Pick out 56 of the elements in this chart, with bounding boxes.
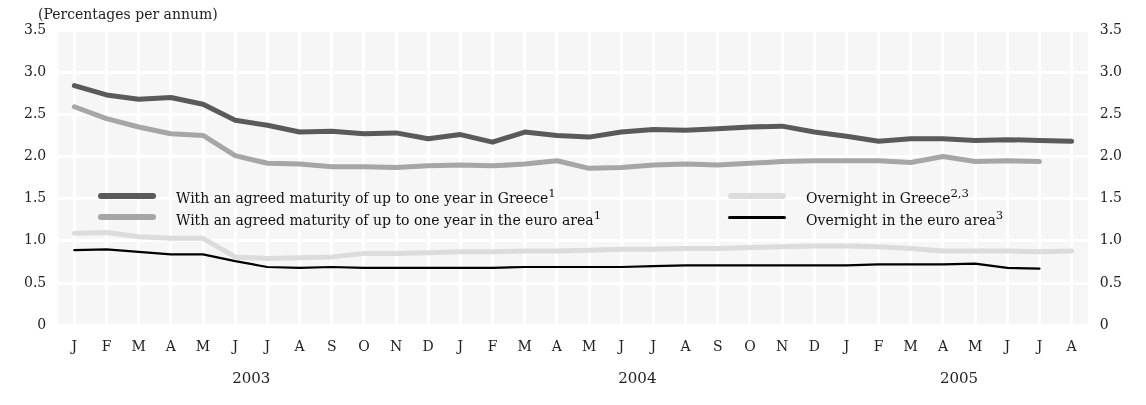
y-tick-label: 2.5 — [24, 104, 47, 121]
y2-tick-label: 1.0 — [1099, 231, 1122, 248]
x-tick-label: M — [903, 338, 918, 355]
x-tick-label: S — [326, 338, 337, 355]
x-tick-label: J — [230, 338, 239, 355]
x-tick-label: A — [936, 338, 949, 355]
y2-tick-label: 1.5 — [1099, 189, 1122, 206]
text: 2004 — [618, 369, 657, 388]
x-tick-label: O — [358, 338, 370, 355]
x-tick-label: F — [487, 338, 498, 355]
y-tick-label: 3.0 — [24, 62, 47, 79]
y2-tick-label: 2.0 — [1099, 147, 1122, 164]
legend-label: With an agreed maturity of up to one year in Greece$^{1}$ — [176, 186, 556, 206]
x-tick-label: J — [1034, 338, 1043, 355]
x-tick-label: A — [679, 338, 692, 355]
y2-tick-label: 3.5 — [1099, 20, 1122, 37]
x-tick-label: F — [101, 338, 112, 355]
legend-label: Overnight in the euro area$^{3}$ — [806, 207, 1004, 228]
x-tick-label: J — [1002, 338, 1011, 355]
x-tick-label: D — [422, 338, 434, 355]
x-tick-label: A — [164, 338, 177, 355]
legend-label: With an agreed maturity of up to one year in the euro area$^{1}$ — [176, 207, 602, 228]
text: 2005 — [939, 369, 979, 388]
x-tick-label: M — [581, 338, 597, 355]
x-tick-label: N — [389, 338, 403, 355]
x-tick-label: N — [775, 338, 789, 355]
x-tick-label: J — [69, 338, 78, 355]
legend-label: Overnight in Greece$^{2,3}$ — [806, 186, 969, 206]
x-tick-label: J — [262, 338, 271, 355]
y2-tick-label: 0.5 — [1099, 273, 1122, 290]
x-tick-label: J — [616, 338, 625, 355]
text: 2003 — [232, 369, 271, 388]
x-tick-label: J — [841, 338, 850, 355]
x-tick-label: M — [131, 338, 146, 355]
y2-tick-label: 0 — [1099, 315, 1109, 332]
x-tick-label: D — [808, 338, 820, 355]
y-tick-label: 1.0 — [24, 231, 47, 248]
y-tick-label: 3.5 — [24, 20, 47, 37]
y-tick-label: 0.5 — [24, 273, 47, 290]
y-tick-label: 1.5 — [24, 189, 47, 206]
x-tick-label: J — [455, 338, 464, 355]
x-tick-label: O — [744, 338, 756, 355]
x-tick-label: A — [293, 338, 306, 355]
x-tick-label: S — [712, 338, 723, 355]
y2-tick-label: 3.0 — [1099, 62, 1122, 79]
x-tick-label: M — [195, 338, 211, 355]
chart-subtitle: (Percentages per annum) — [38, 6, 218, 22]
x-tick-label: M — [517, 338, 532, 355]
x-tick-label: F — [873, 338, 884, 355]
x-tick-label: A — [1065, 338, 1078, 355]
y-tick-label: 2.0 — [24, 147, 47, 164]
y2-tick-label: 2.5 — [1099, 104, 1122, 121]
x-tick-label: J — [648, 338, 657, 355]
x-tick-label: M — [967, 338, 983, 355]
y-tick-label: 0 — [37, 315, 47, 332]
x-tick-label: A — [550, 338, 563, 355]
